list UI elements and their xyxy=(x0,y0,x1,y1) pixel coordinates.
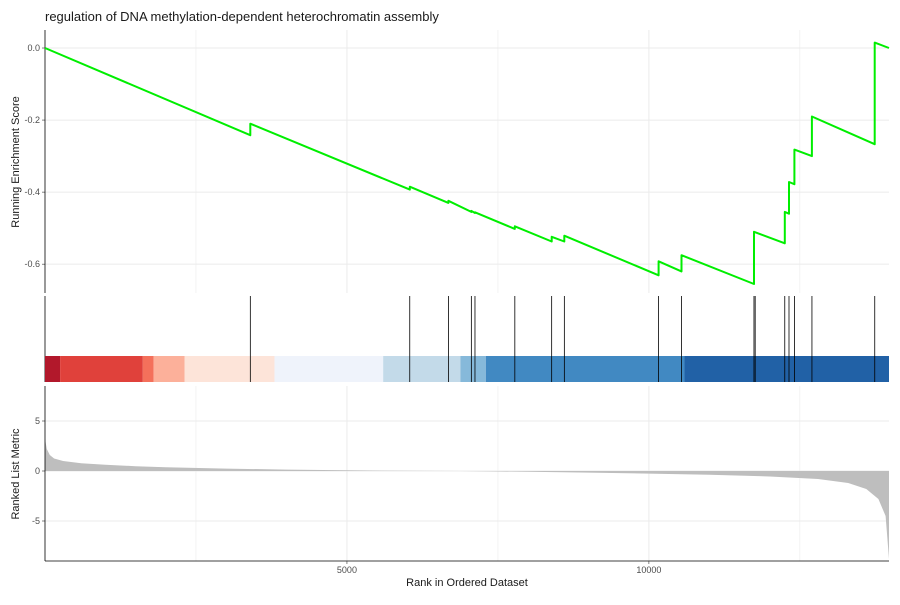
gene-hits-panel xyxy=(44,296,889,382)
ranked-metric-panel: 5 0 -5 5000 10000 xyxy=(32,386,889,575)
metric-y-tick-label: 5 xyxy=(35,416,40,426)
es-axis-title: Running Enrichment Score xyxy=(10,96,22,227)
metric-y-tick-label: -5 xyxy=(32,516,40,526)
metric-axis-title: Ranked List Metric xyxy=(10,428,22,520)
enrichment-score-panel: 0.0 -0.2 -0.4 -0.6 xyxy=(24,30,890,293)
x-axis-title: Rank in Ordered Dataset xyxy=(406,577,528,589)
heat-band xyxy=(684,356,889,382)
x-tick-label: 5000 xyxy=(337,565,357,575)
heat-band xyxy=(184,356,275,382)
heat-band xyxy=(142,356,154,382)
heat-band xyxy=(274,356,384,382)
heat-band xyxy=(383,356,461,382)
x-tick-label: 10000 xyxy=(636,565,661,575)
es-y-tick-label: 0.0 xyxy=(27,43,40,53)
heat-band xyxy=(153,356,185,382)
chart-title: regulation of DNA methylation-dependent … xyxy=(45,9,439,24)
heat-band xyxy=(45,356,61,382)
heat-band xyxy=(460,356,486,382)
metric-y-tick-label: 0 xyxy=(35,466,40,476)
heat-band xyxy=(485,356,685,382)
heat-band xyxy=(60,356,143,382)
metric-area xyxy=(45,439,889,559)
es-y-tick-label: -0.2 xyxy=(24,115,40,125)
es-y-tick-label: -0.6 xyxy=(24,259,40,269)
es-y-tick-label: -0.4 xyxy=(24,187,40,197)
es-line xyxy=(44,41,890,285)
